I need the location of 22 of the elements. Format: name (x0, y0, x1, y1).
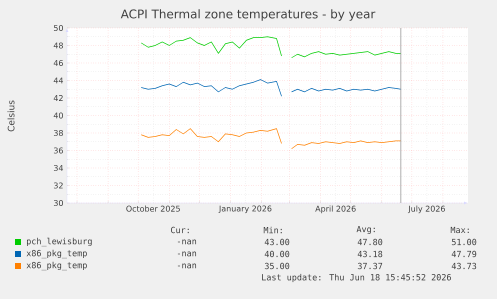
text: -nan (178, 264, 196, 268)
legend-label: x86_pkg_temp (26, 250, 87, 258)
text: -nan (178, 240, 196, 244)
legend-label: x86_pkg_temp (26, 262, 87, 270)
text: 40.00 (264, 250, 290, 258)
text: 35.00 (264, 262, 290, 270)
text: 47.79 (452, 250, 476, 258)
text: 47.80 (358, 238, 382, 246)
text: Avg: (356, 226, 375, 234)
text: -nan (178, 252, 196, 256)
chart-title: ACPI Thermal zone temperatures - by year (120, 9, 376, 21)
text: Cur: (170, 226, 189, 234)
text: 51.00 (452, 238, 476, 246)
text: 43.00 (264, 238, 290, 246)
text: Last update: Thu Jun 18 15:45:52 2026 (262, 274, 451, 282)
text: Min: (264, 226, 282, 234)
text: 43.18 (358, 250, 382, 258)
y-axis-title: Celsius (8, 100, 14, 132)
text: Max: (450, 226, 469, 234)
legend-label: pch_lewisburg (26, 238, 92, 246)
text: 43.73 (452, 262, 476, 270)
text: 37.37 (358, 262, 382, 270)
